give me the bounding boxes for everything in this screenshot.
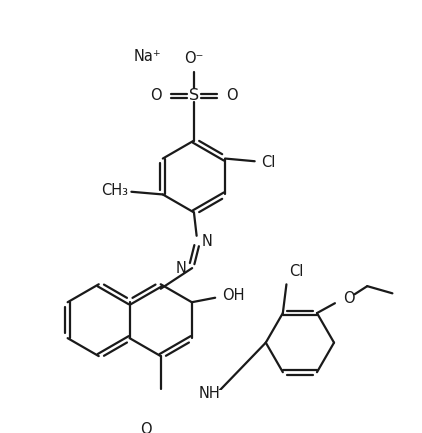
Text: OH: OH <box>222 288 244 303</box>
Text: N: N <box>176 261 187 275</box>
Text: Na⁺: Na⁺ <box>133 48 161 64</box>
Text: O: O <box>150 88 162 103</box>
Text: O: O <box>226 88 238 103</box>
Text: S: S <box>189 88 199 103</box>
Text: O: O <box>140 422 151 433</box>
Text: N: N <box>202 234 213 249</box>
Text: NH: NH <box>198 386 220 401</box>
Text: O: O <box>344 291 355 306</box>
Text: Cl: Cl <box>289 264 303 279</box>
Text: Cl: Cl <box>261 155 275 170</box>
Text: O⁻: O⁻ <box>184 52 204 66</box>
Text: CH₃: CH₃ <box>101 183 128 198</box>
